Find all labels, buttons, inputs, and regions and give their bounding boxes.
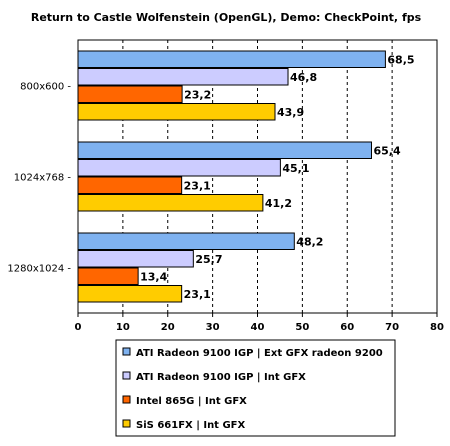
legend-swatch — [122, 419, 131, 428]
bar — [77, 103, 276, 121]
bar — [77, 267, 139, 285]
bar — [77, 159, 281, 177]
data-label: 65,4 — [373, 145, 400, 158]
data-label: 23,1 — [184, 180, 211, 193]
x-tick-label: 30 — [206, 322, 220, 333]
data-label: 13,4 — [140, 271, 167, 284]
x-tick-label: 0 — [75, 322, 82, 333]
category-label: 1280x1024 - — [7, 264, 71, 275]
x-tick-label: 20 — [161, 322, 175, 333]
data-label: 45,1 — [282, 162, 309, 175]
category-label: 1024x768 - — [14, 173, 72, 184]
x-tick-label: 50 — [295, 322, 309, 333]
data-label: 48,2 — [296, 236, 323, 249]
data-label: 68,5 — [387, 54, 414, 67]
bar — [77, 176, 183, 194]
x-tick-label: 60 — [340, 322, 354, 333]
legend: ATI Radeon 9100 IGP | Ext GFX radeon 920… — [115, 339, 396, 437]
data-label: 43,9 — [277, 106, 304, 119]
data-label: 46,8 — [290, 71, 317, 84]
data-label: 23,1 — [184, 288, 211, 301]
legend-label: ATI Radeon 9100 IGP | Int GFX — [136, 372, 306, 383]
bar — [77, 141, 372, 159]
x-tick-label: 80 — [430, 322, 444, 333]
chart-title: Return to Castle Wolfenstein (OpenGL), D… — [31, 11, 422, 24]
legend-swatch — [122, 395, 131, 404]
bar — [77, 250, 194, 268]
legend-swatch — [122, 371, 131, 380]
bar — [77, 68, 289, 86]
bar — [77, 85, 183, 103]
legend-swatch — [122, 347, 131, 356]
x-tick-label: 40 — [251, 322, 265, 333]
legend-label: ATI Radeon 9100 IGP | Ext GFX radeon 920… — [136, 348, 383, 359]
category-label: 800x600 - — [20, 82, 71, 93]
data-label: 41,2 — [265, 197, 292, 210]
x-tick-label: 70 — [385, 322, 399, 333]
data-label: 25,7 — [195, 253, 222, 266]
x-tick-label: 10 — [116, 322, 130, 333]
bar — [77, 285, 183, 303]
legend-label: SiS 661FX | Int GFX — [136, 420, 245, 431]
plot-area: 0 10 20 30 40 50 60 70 80 800x600 - 68,5 46,8 23,2 43… — [7, 39, 444, 333]
legend-box — [115, 339, 396, 437]
bar — [77, 194, 264, 212]
data-label: 23,2 — [184, 89, 211, 102]
legend-label: Intel 865G | Int GFX — [136, 396, 247, 407]
bar — [77, 50, 386, 68]
bar — [77, 232, 295, 250]
